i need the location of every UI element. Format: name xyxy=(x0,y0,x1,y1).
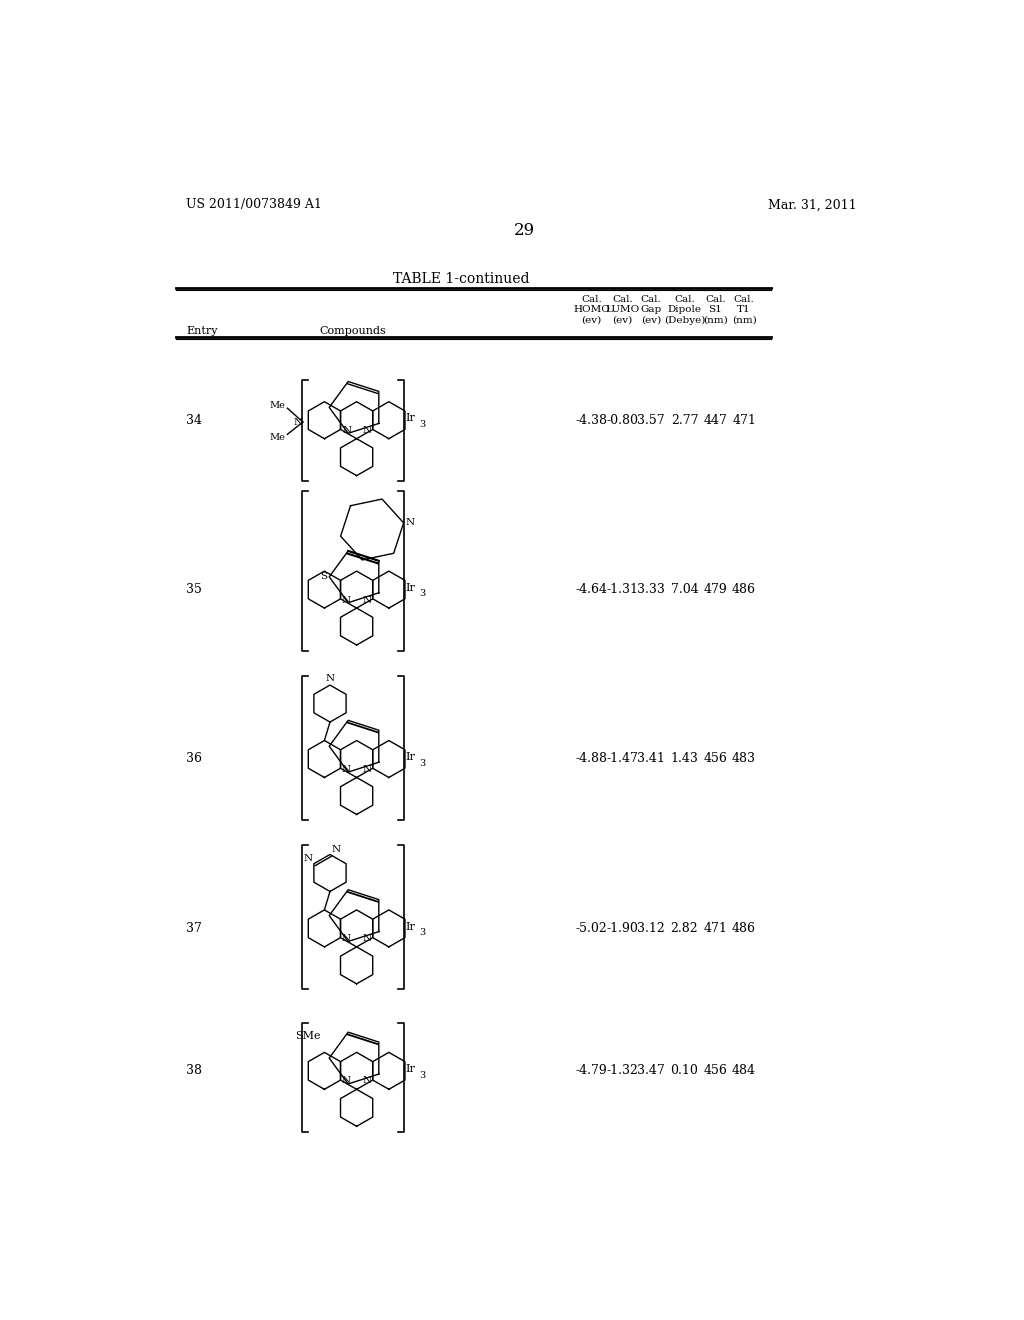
Text: Cal.: Cal. xyxy=(641,296,662,305)
Text: TABLE 1-continued: TABLE 1-continued xyxy=(393,272,529,286)
Text: 447: 447 xyxy=(703,413,727,426)
Text: Ir: Ir xyxy=(406,921,416,932)
Text: N: N xyxy=(341,764,350,774)
Text: N: N xyxy=(341,1076,350,1085)
Text: Compounds: Compounds xyxy=(319,326,386,337)
Text: 471: 471 xyxy=(703,921,727,935)
Text: Mar. 31, 2011: Mar. 31, 2011 xyxy=(768,198,856,211)
Text: LUMO: LUMO xyxy=(605,305,640,314)
Text: 484: 484 xyxy=(732,1064,756,1077)
Text: Ir: Ir xyxy=(406,752,416,762)
Text: 456: 456 xyxy=(703,752,727,766)
Text: 7.04: 7.04 xyxy=(671,583,698,597)
Text: -4.38: -4.38 xyxy=(575,413,607,426)
Text: T1: T1 xyxy=(737,305,751,314)
Text: 2.77: 2.77 xyxy=(671,413,698,426)
Text: N: N xyxy=(362,1076,372,1085)
Text: N: N xyxy=(362,764,372,774)
Text: 34: 34 xyxy=(186,413,202,426)
Text: 3: 3 xyxy=(420,420,426,429)
Text: -4.64: -4.64 xyxy=(575,583,607,597)
Text: 3.57: 3.57 xyxy=(637,413,665,426)
Text: N: N xyxy=(362,935,372,942)
Text: -4.79: -4.79 xyxy=(575,1064,607,1077)
Text: 3: 3 xyxy=(420,590,426,598)
Text: 38: 38 xyxy=(186,1064,202,1077)
Text: US 2011/0073849 A1: US 2011/0073849 A1 xyxy=(186,198,322,211)
Text: 0.10: 0.10 xyxy=(671,1064,698,1077)
Text: Cal.: Cal. xyxy=(674,296,695,305)
Text: 3: 3 xyxy=(420,928,426,937)
Text: -1.47: -1.47 xyxy=(606,752,638,766)
Text: N: N xyxy=(342,426,351,436)
Text: N: N xyxy=(341,595,350,605)
Text: Cal.: Cal. xyxy=(581,296,602,305)
Text: N: N xyxy=(332,845,341,854)
Text: 479: 479 xyxy=(703,583,727,597)
Text: 3.41: 3.41 xyxy=(637,752,665,766)
Text: Gap: Gap xyxy=(640,305,662,314)
Text: -4.88: -4.88 xyxy=(575,752,607,766)
Text: N: N xyxy=(341,935,350,942)
Text: -0.80: -0.80 xyxy=(606,413,638,426)
Text: N: N xyxy=(303,854,312,863)
Text: (nm): (nm) xyxy=(732,315,757,325)
Text: Ir: Ir xyxy=(406,582,416,593)
Text: 486: 486 xyxy=(732,583,756,597)
Text: Ir: Ir xyxy=(406,413,416,424)
Text: 486: 486 xyxy=(732,921,756,935)
Text: Me: Me xyxy=(270,400,286,409)
Text: Cal.: Cal. xyxy=(734,296,755,305)
Text: -1.90: -1.90 xyxy=(606,921,638,935)
Text: (nm): (nm) xyxy=(703,315,728,325)
Text: N: N xyxy=(294,417,303,426)
Text: 3: 3 xyxy=(420,1071,426,1080)
Text: 3.12: 3.12 xyxy=(637,921,665,935)
Text: (ev): (ev) xyxy=(641,315,662,325)
Text: 3: 3 xyxy=(420,759,426,768)
Text: (ev): (ev) xyxy=(612,315,633,325)
Text: 456: 456 xyxy=(703,1064,727,1077)
Text: 3.33: 3.33 xyxy=(637,583,665,597)
Text: N: N xyxy=(326,673,335,682)
Text: 29: 29 xyxy=(514,222,536,239)
Text: HOMO: HOMO xyxy=(573,305,610,314)
Text: N: N xyxy=(362,595,372,605)
Text: 1.43: 1.43 xyxy=(671,752,698,766)
Text: Me: Me xyxy=(270,433,286,442)
Text: 37: 37 xyxy=(186,921,202,935)
Text: 483: 483 xyxy=(732,752,756,766)
Text: S1: S1 xyxy=(709,305,722,314)
Text: Ir: Ir xyxy=(406,1064,416,1074)
Text: -5.02: -5.02 xyxy=(575,921,607,935)
Text: -1.32: -1.32 xyxy=(606,1064,638,1077)
Text: Entry: Entry xyxy=(186,326,218,337)
Text: (ev): (ev) xyxy=(582,315,601,325)
Text: Cal.: Cal. xyxy=(706,296,726,305)
Text: 35: 35 xyxy=(186,583,202,597)
Text: 3.47: 3.47 xyxy=(637,1064,665,1077)
Text: N: N xyxy=(362,426,371,436)
Text: N: N xyxy=(406,519,415,528)
Text: Dipole: Dipole xyxy=(668,305,701,314)
Text: (Debye): (Debye) xyxy=(664,315,706,325)
Text: 471: 471 xyxy=(732,413,756,426)
Text: S: S xyxy=(319,573,327,581)
Text: Cal.: Cal. xyxy=(612,296,633,305)
Text: 36: 36 xyxy=(186,752,202,766)
Text: 2.82: 2.82 xyxy=(671,921,698,935)
Text: -1.31: -1.31 xyxy=(606,583,638,597)
Text: SMe: SMe xyxy=(295,1031,321,1040)
